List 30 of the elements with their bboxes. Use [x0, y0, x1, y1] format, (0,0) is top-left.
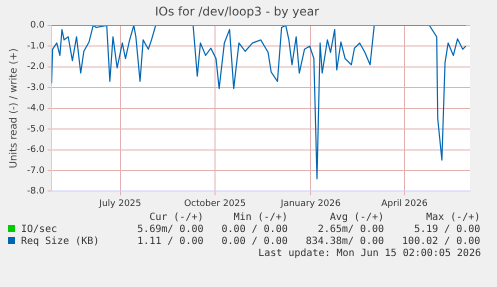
text: 5.19 / 0.00 [413, 224, 480, 236]
text: Min (-/+) [232, 212, 288, 224]
y-tick-label: -4.0 [27, 104, 45, 114]
text: 834.38m/ 0.00 [304, 236, 384, 248]
text: 0.00 / 0.00 [220, 224, 288, 236]
y-tick-label: -1.0 [27, 41, 45, 52]
text: Cur (-/+) [148, 212, 204, 224]
text: 5.69m/ 0.00 [136, 224, 204, 236]
text: Max (-/+) [425, 212, 480, 224]
y-tick-label: -6.0 [27, 145, 45, 156]
x-tick-label: October 2025 [184, 198, 246, 209]
text: 1.11 / 0.00 [136, 236, 204, 248]
chart-title: IOs for /dev/loop3 - by year [154, 4, 320, 18]
y-tick-label: -7.0 [27, 166, 45, 176]
y-tick-label: -8.0 [27, 186, 45, 197]
legend-label: Req Size (KB) [20, 236, 100, 248]
x-tick-label: April 2026 [381, 198, 428, 209]
y-tick-label: -5.0 [27, 124, 45, 134]
legend-label: IO/sec [20, 224, 58, 236]
text: 2.65m/ 0.00 [316, 224, 384, 236]
y-axis-title: Units read (-) / write (+) [8, 48, 20, 168]
x-tick-label: July 2025 [98, 198, 142, 209]
y-tick-label: 0.0 [30, 20, 45, 31]
text: 0.00 / 0.00 [220, 236, 288, 248]
x-tick-label: January 2026 [280, 198, 341, 209]
text: Last update: Mon Jun 15 02:00:05 2026 [258, 248, 481, 259]
y-tick-label: -3.0 [27, 82, 45, 93]
text: Avg (-/+) [328, 212, 384, 224]
y-tick-label: -2.0 [27, 62, 45, 72]
text: 100.02 / 0.00 [401, 236, 480, 248]
